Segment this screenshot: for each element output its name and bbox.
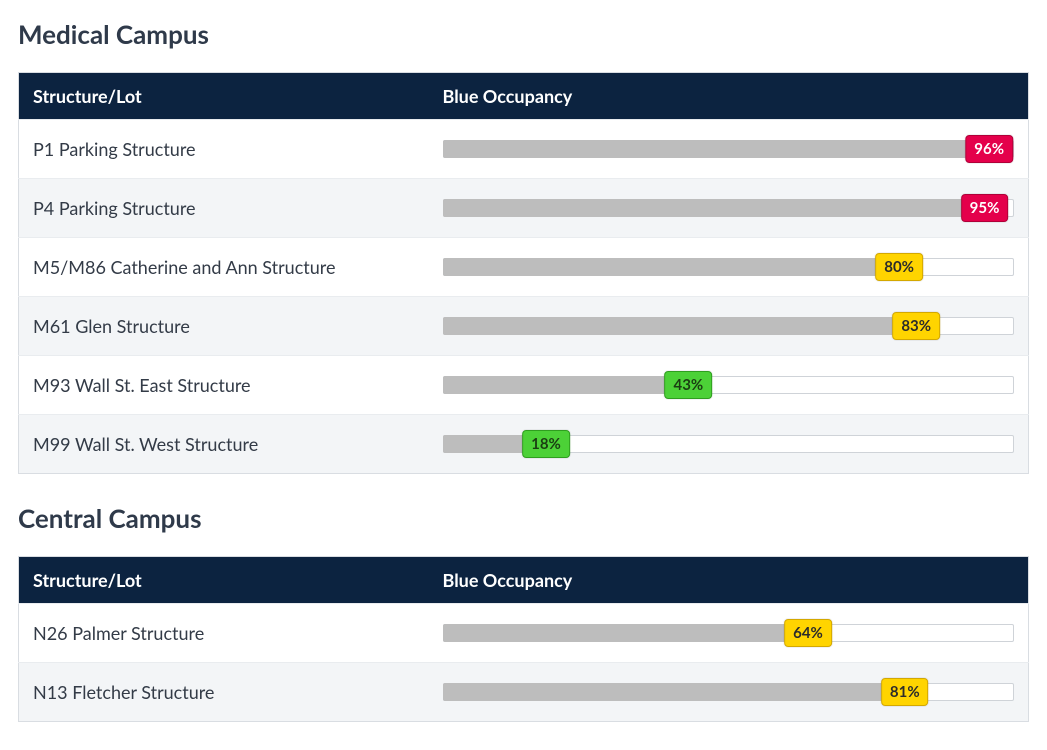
section-title-central: Central Campus [18,502,1029,534]
occupancy-badge: 81% [881,678,929,706]
table-row: M61 Glen Structure 83% [19,297,1029,356]
percent-symbol: % [691,376,703,394]
table-row: M99 Wall St. West Structure 18% [19,415,1029,474]
occupancy-badge: 83% [892,312,940,340]
progress-fill [443,376,689,394]
occupancy-cell: 95% [429,179,1029,238]
percent-symbol: % [987,199,999,217]
progress-track: 95% [443,199,1015,217]
progress-fill [443,258,900,276]
progress-track: 64% [443,624,1015,642]
table-row: P1 Parking Structure 96% [19,120,1029,179]
percent-symbol: % [811,624,823,642]
progress-track: 80% [443,258,1015,276]
table-row: P4 Parking Structure 95% [19,179,1029,238]
progress-track: 81% [443,683,1015,701]
table-row: N13 Fletcher Structure 81% [19,663,1029,722]
col-header-structure: Structure/Lot [19,73,429,120]
structure-name: N13 Fletcher Structure [19,663,429,722]
occupancy-table-medical: Structure/LotBlue OccupancyP1 Parking St… [18,72,1029,474]
occupancy-cell: 64% [429,604,1029,663]
occupancy-value: 83 [901,317,918,335]
section-title-medical: Medical Campus [18,18,1029,50]
occupancy-cell: 83% [429,297,1029,356]
occupancy-value: 43 [674,376,691,394]
col-header-structure: Structure/Lot [19,557,429,604]
structure-name: M61 Glen Structure [19,297,429,356]
table-row: M93 Wall St. East Structure 43% [19,356,1029,415]
table-row: N26 Palmer Structure 64% [19,604,1029,663]
occupancy-badge: 80% [875,253,923,281]
progress-fill [443,317,917,335]
percent-symbol: % [902,258,914,276]
occupancy-cell: 80% [429,238,1029,297]
percent-symbol: % [992,140,1004,158]
percent-symbol: % [919,317,931,335]
occupancy-badge: 18% [522,430,570,458]
structure-name: N26 Palmer Structure [19,604,429,663]
structure-name: M99 Wall St. West Structure [19,415,429,474]
progress-track: 18% [443,435,1015,453]
occupancy-badge: 64% [784,619,832,647]
percent-symbol: % [907,683,919,701]
occupancy-value: 95 [970,199,987,217]
progress-fill [443,624,808,642]
structure-name: M93 Wall St. East Structure [19,356,429,415]
occupancy-badge: 95% [961,194,1009,222]
occupancy-value: 81 [890,683,907,701]
progress-track: 43% [443,376,1015,394]
occupancy-cell: 96% [429,120,1029,179]
occupancy-badge: 96% [965,135,1013,163]
structure-name: P4 Parking Structure [19,179,429,238]
structure-name: P1 Parking Structure [19,120,429,179]
occupancy-value: 18 [531,435,548,453]
occupancy-value: 96 [974,140,991,158]
progress-fill [443,683,905,701]
occupancy-cell: 18% [429,415,1029,474]
occupancy-value: 80 [884,258,901,276]
structure-name: M5/M86 Catherine and Ann Structure [19,238,429,297]
progress-track: 96% [443,140,1015,158]
occupancy-table-central: Structure/LotBlue OccupancyN26 Palmer St… [18,556,1029,722]
occupancy-cell: 43% [429,356,1029,415]
occupancy-value: 64 [793,624,810,642]
col-header-occupancy: Blue Occupancy [429,73,1029,120]
occupancy-cell: 81% [429,663,1029,722]
percent-symbol: % [549,435,561,453]
occupancy-badge: 43% [665,371,713,399]
progress-fill [443,199,985,217]
progress-fill [443,140,991,158]
col-header-occupancy: Blue Occupancy [429,557,1029,604]
progress-track: 83% [443,317,1015,335]
table-row: M5/M86 Catherine and Ann Structure 80% [19,238,1029,297]
parking-occupancy-page: Medical CampusStructure/LotBlue Occupanc… [0,0,1047,722]
